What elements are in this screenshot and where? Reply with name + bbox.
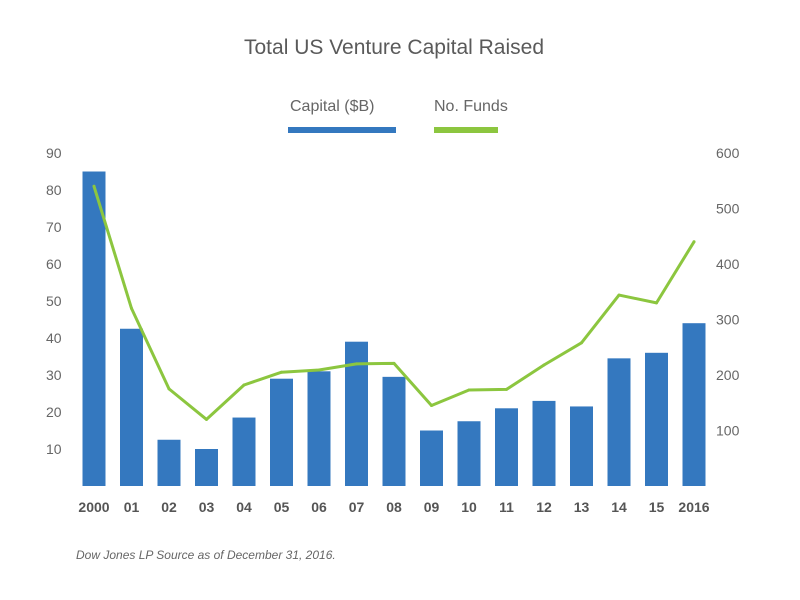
funds-point (280, 370, 283, 374)
capital-bar (532, 400, 556, 486)
funds-point (130, 306, 133, 310)
capital-bar (382, 376, 406, 486)
x-tick-label: 01 (124, 499, 140, 515)
x-tick-label: 12 (536, 499, 552, 515)
x-tick-label: 13 (574, 499, 590, 515)
funds-point (580, 341, 583, 345)
legend-swatch-funds (434, 127, 498, 133)
legend: Capital ($B) No. Funds (288, 98, 508, 133)
x-tick-label: 04 (236, 499, 252, 515)
funds-point (205, 417, 208, 421)
funds-point (355, 362, 358, 366)
funds-point (430, 404, 433, 408)
legend-label-capital: Capital ($B) (290, 98, 374, 115)
legend-item-capital: Capital ($B) (288, 98, 396, 133)
right-tick-label: 400 (716, 256, 740, 272)
left-tick-label: 30 (46, 367, 62, 383)
x-tick-label: 06 (311, 499, 327, 515)
capital-bar (682, 323, 706, 486)
funds-point (392, 361, 396, 365)
funds-point (617, 293, 621, 297)
right-axis: 100 200 300 400 500 600 (716, 145, 740, 439)
legend-item-funds: No. Funds (434, 98, 508, 133)
funds-point (167, 387, 171, 391)
funds-point (317, 368, 321, 372)
left-tick-label: 20 (46, 404, 62, 420)
funds-point (692, 240, 696, 244)
left-tick-label: 90 (46, 145, 62, 161)
chart-title: Total US Venture Capital Raised (244, 36, 544, 59)
right-tick-label: 100 (716, 423, 740, 439)
left-tick-label: 60 (46, 256, 62, 272)
capital-bar (345, 341, 368, 486)
funds-point (655, 301, 658, 305)
capital-bar (495, 408, 518, 486)
left-tick-label: 40 (46, 330, 62, 346)
left-tick-label: 10 (46, 441, 62, 457)
x-tick-label: 2016 (678, 499, 709, 515)
x-tick-label: 11 (499, 499, 514, 515)
x-tick-label: 15 (649, 499, 665, 515)
capital-bars (82, 171, 706, 486)
x-tick-label: 03 (199, 499, 215, 515)
x-tick-label: 05 (274, 499, 290, 515)
funds-point (242, 383, 246, 387)
funds-point (505, 387, 508, 391)
funds-line-layer (92, 184, 696, 421)
capital-bar (307, 371, 331, 486)
x-tick-label: 09 (424, 499, 440, 515)
right-tick-label: 600 (716, 145, 740, 161)
left-tick-label: 70 (46, 219, 62, 235)
funds-point (467, 388, 471, 392)
capital-bar (120, 328, 143, 486)
x-tick-label: 02 (161, 499, 177, 515)
left-tick-label: 80 (46, 182, 62, 198)
capital-bar (195, 449, 218, 486)
capital-bar (607, 358, 631, 486)
legend-label-funds: No. Funds (434, 98, 508, 115)
x-tick-label: 2000 (78, 499, 109, 515)
source-note: Dow Jones LP Source as of December 31, 2… (76, 548, 336, 562)
capital-bar (270, 378, 293, 486)
capital-bar (420, 430, 443, 486)
capital-bar (232, 417, 256, 486)
capital-bar (457, 421, 481, 486)
right-tick-label: 300 (716, 312, 740, 328)
x-tick-label: 10 (461, 499, 477, 515)
x-tick-label: 07 (349, 499, 365, 515)
legend-swatch-capital (288, 127, 396, 133)
right-tick-label: 500 (716, 201, 740, 217)
capital-bar (157, 439, 181, 486)
x-tick-label: 08 (386, 499, 402, 515)
capital-bar (645, 352, 668, 486)
left-axis: 10 20 30 40 50 60 70 80 90 (46, 145, 62, 457)
x-tick-label: 14 (611, 499, 627, 515)
x-axis: 2000 01 02 03 04 05 06 07 08 09 10 11 12 13 14 15 2016 (78, 499, 709, 515)
capital-bar (82, 171, 106, 486)
funds-point (92, 184, 96, 188)
right-tick-label: 200 (716, 367, 740, 383)
capital-bar (570, 406, 593, 486)
funds-point (542, 363, 546, 367)
left-tick-label: 50 (46, 293, 62, 309)
